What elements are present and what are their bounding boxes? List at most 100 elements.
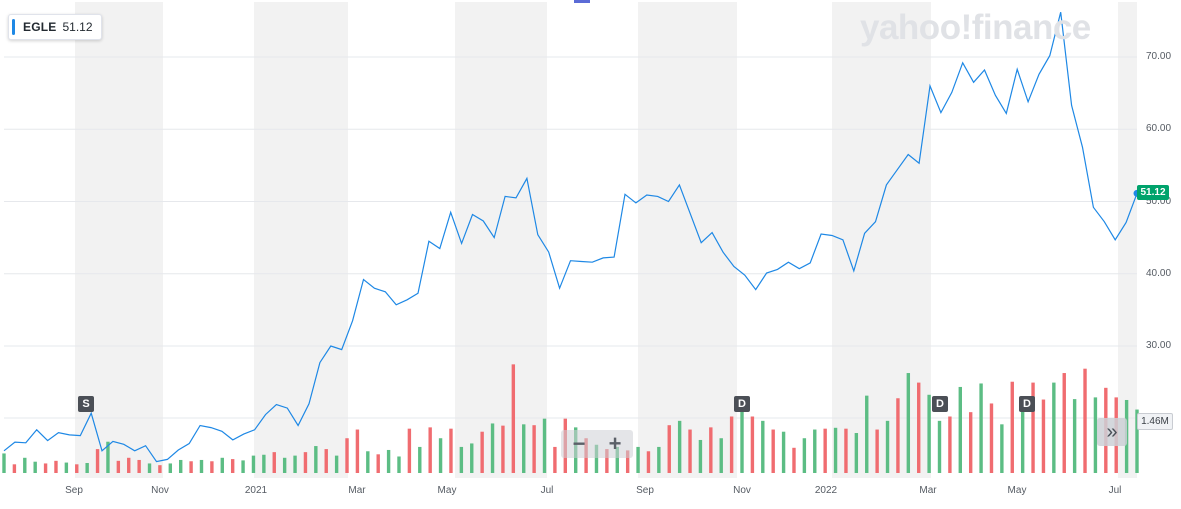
volume-bar	[625, 450, 630, 473]
zoom-controls: − +	[561, 430, 633, 458]
brand-logo: yahoo!finance	[860, 8, 1091, 47]
volume-bar	[1072, 399, 1077, 473]
volume-bar	[740, 407, 744, 473]
volume-bar	[542, 418, 547, 473]
volume-bar	[2, 453, 6, 473]
series-color-swatch	[12, 19, 15, 35]
volume-bar	[459, 446, 464, 473]
x-tick-label: Jul	[1108, 485, 1122, 496]
volume-bar	[376, 454, 380, 473]
volume-bar	[792, 447, 796, 473]
volume-bar	[948, 416, 952, 473]
volume-bar	[501, 425, 505, 473]
time-band	[1118, 2, 1137, 478]
volume-bar	[210, 461, 214, 473]
volume-bar	[95, 449, 100, 473]
volume-bar	[324, 449, 328, 473]
volume-bar	[168, 463, 173, 473]
volume-bar	[85, 463, 89, 473]
volume-bar	[917, 382, 921, 473]
volume-bar	[833, 427, 838, 473]
dividend-event-marker[interactable]: D	[734, 396, 750, 412]
split-event-marker[interactable]: S	[78, 396, 94, 412]
x-tick-label: 2022	[814, 485, 838, 496]
range-handle[interactable]	[574, 0, 590, 3]
volume-bar	[719, 438, 723, 473]
volume-bar	[1062, 373, 1066, 473]
volume-bar	[303, 452, 308, 473]
y-tick-label: 70.00	[1146, 51, 1172, 62]
volume-bar	[677, 420, 682, 473]
y-tick-label: 60.00	[1146, 123, 1172, 135]
x-tick-label: Nov	[151, 485, 169, 496]
volume-bar	[896, 398, 900, 473]
volume-bar	[854, 433, 859, 473]
volume-bar	[54, 460, 58, 473]
x-tick-label: May	[437, 485, 457, 496]
last-volume-tag: 1.46M	[1137, 413, 1173, 430]
x-tick-label: Mar	[919, 485, 937, 496]
expand-chart-button[interactable]: »	[1097, 418, 1127, 446]
volume-bar	[158, 465, 162, 473]
volume-bar	[314, 446, 318, 473]
volume-bar	[605, 449, 609, 473]
x-tick-label: Nov	[733, 485, 751, 496]
volume-bar	[750, 416, 755, 473]
price-series-line	[3, 12, 1138, 463]
volume-bar	[1031, 382, 1035, 473]
volume-bar	[927, 394, 931, 473]
volume-bar	[334, 455, 339, 473]
volume-bar	[127, 457, 131, 473]
volume-bar	[688, 429, 692, 473]
dividend-event-marker[interactable]: D	[1019, 396, 1035, 412]
volume-bar	[615, 446, 619, 473]
volume-bar	[199, 459, 204, 473]
volume-bar	[522, 424, 526, 473]
volume-bar	[865, 395, 869, 473]
time-band	[254, 2, 348, 478]
volume-bar	[293, 455, 297, 473]
x-tick-label: 2021	[244, 485, 268, 496]
dividend-event-marker[interactable]: D	[932, 396, 948, 412]
volume-bar	[449, 428, 453, 473]
volume-bar	[106, 441, 110, 473]
volume-bar	[407, 428, 412, 473]
volume-bar	[23, 457, 27, 473]
volume-bar	[657, 446, 661, 473]
volume-bar	[646, 451, 651, 473]
volume-bar	[1135, 409, 1139, 473]
volume-bar	[906, 373, 911, 473]
ticker-chip[interactable]: EGLE 51.12	[8, 14, 102, 40]
volume-bar	[438, 438, 443, 473]
volume-bar	[345, 438, 349, 473]
volume-bar	[958, 386, 962, 473]
volume-bar	[480, 431, 484, 473]
last-price-tag: 51.12	[1137, 185, 1169, 200]
volume-bar	[1052, 382, 1056, 473]
volume-bar	[490, 423, 495, 473]
volume-bar	[875, 429, 879, 473]
volume-bar	[147, 463, 152, 473]
volume-bar	[781, 431, 786, 473]
volume-bar	[43, 463, 48, 473]
volume-bar	[761, 420, 765, 473]
volume-bar	[220, 457, 224, 473]
volume-bar	[802, 438, 807, 473]
volume-bar	[823, 428, 827, 473]
double-chevron-right-icon: »	[1106, 420, 1118, 443]
volume-bar	[272, 452, 276, 473]
volume-bar	[366, 451, 370, 473]
volume-bar	[251, 455, 256, 473]
x-tick-label: May	[1007, 485, 1027, 496]
y-tick-label: 30.00	[1146, 340, 1172, 351]
volume-bar	[1041, 399, 1046, 473]
volume-bar	[428, 427, 432, 473]
volume-bar	[397, 456, 401, 473]
zoom-out-button[interactable]: −	[567, 432, 591, 456]
zoom-in-button[interactable]: +	[603, 432, 627, 456]
volume-bar	[1083, 368, 1087, 473]
volume-bar	[418, 446, 422, 473]
volume-bar	[262, 454, 266, 473]
